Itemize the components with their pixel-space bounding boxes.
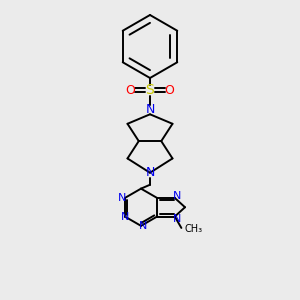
Text: N: N xyxy=(173,214,182,224)
Text: CH₃: CH₃ xyxy=(185,224,203,234)
Text: N: N xyxy=(145,103,155,116)
Text: N: N xyxy=(145,166,155,179)
Text: N: N xyxy=(121,212,129,222)
Text: N: N xyxy=(173,190,182,200)
Text: S: S xyxy=(146,83,154,97)
Text: N: N xyxy=(118,193,127,203)
Text: N: N xyxy=(139,221,147,231)
Text: O: O xyxy=(165,83,174,97)
Text: O: O xyxy=(126,83,135,97)
